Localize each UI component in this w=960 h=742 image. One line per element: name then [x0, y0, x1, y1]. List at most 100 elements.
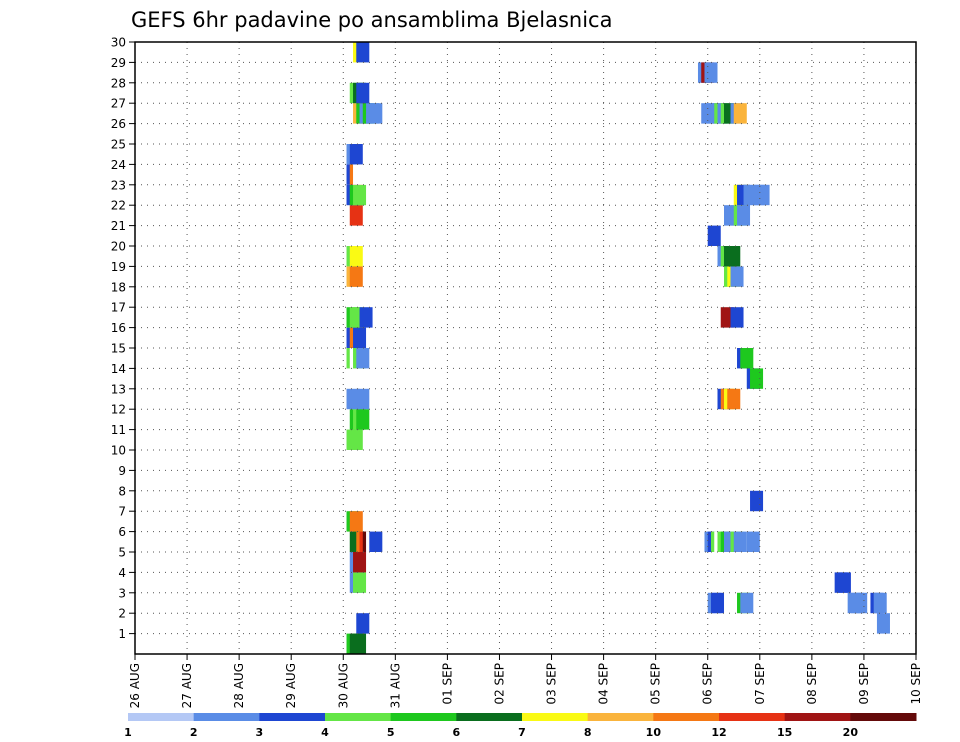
precip-cell: [733, 531, 747, 552]
precip-cell: [730, 307, 744, 328]
colorbar-label: 20: [843, 726, 859, 739]
y-tick-label: 8: [118, 484, 126, 498]
precip-cell: [750, 368, 764, 389]
y-tick-label: 21: [111, 219, 126, 233]
precip-cell: [353, 164, 367, 185]
y-tick-label: 28: [111, 76, 126, 90]
precip-cell: [733, 103, 747, 124]
grid-lines: [135, 42, 916, 654]
precip-cell: [356, 388, 370, 410]
colorbar-label: 15: [777, 726, 792, 739]
precip-cell: [746, 531, 760, 552]
precip-cell: [750, 490, 764, 512]
chart-title: GEFS 6hr padavine po ansamblima Bjelasni…: [131, 8, 612, 32]
x-axis: 26 AUG 27 AUG 28 AUG 29 AUG 30 AUG 31 AUG 01 S…: [128, 654, 923, 708]
y-tick-label: 11: [111, 423, 126, 437]
precip-cell: [756, 184, 770, 206]
y-tick-label: 4: [118, 566, 126, 580]
colorbar-label: 12: [711, 726, 726, 739]
y-tick-label: 20: [111, 240, 126, 254]
colorbar-label: 6: [453, 726, 461, 739]
precip-cell: [353, 572, 367, 593]
colorbar-label: 8: [584, 726, 592, 739]
colorbar-label: 3: [256, 726, 264, 739]
colorbar-swatch: [456, 713, 523, 721]
precip-cell: [727, 388, 741, 410]
y-tick-label: 17: [111, 301, 126, 315]
precip-cell: [356, 42, 370, 63]
precip-cell: [356, 82, 370, 104]
precip-cell: [369, 531, 383, 552]
precip-cell: [349, 246, 363, 267]
precip-cell: [704, 62, 718, 83]
y-tick-label: 2: [118, 607, 126, 621]
colorbar-label: 7: [518, 726, 526, 739]
y-tick-label: 30: [111, 36, 126, 50]
precip-cell: [837, 572, 851, 593]
x-tick-label: 26 AUG: [128, 663, 142, 708]
precip-cell: [876, 613, 890, 634]
x-tick-label: 04 SEP: [597, 663, 611, 705]
x-tick-label: 03 SEP: [545, 663, 559, 705]
y-tick-label: 10: [111, 444, 126, 458]
colorbar-label: 10: [646, 726, 662, 739]
y-tick-label: 14: [111, 362, 126, 376]
precip-cell: [710, 592, 725, 614]
precip-cell: [349, 429, 363, 450]
precip-cell: [740, 348, 754, 369]
colorbar-label: 4: [321, 726, 329, 739]
y-tick-label: 15: [111, 342, 126, 356]
colorbar-swatch: [522, 713, 589, 721]
precip-cell: [349, 511, 363, 532]
y-tick-label: 27: [111, 97, 126, 111]
y-tick-label: 25: [111, 138, 126, 152]
x-tick-label: 29 AUG: [284, 663, 298, 708]
y-tick-label: 3: [118, 586, 126, 600]
precip-cell: [349, 205, 363, 226]
colorbar-label: 2: [190, 726, 198, 739]
x-tick-label: 08 SEP: [805, 663, 819, 705]
x-tick-label: 07 SEP: [753, 663, 767, 705]
precip-cell: [359, 307, 373, 328]
precip-cell: [737, 205, 751, 226]
precip-cell: [873, 592, 887, 614]
y-tick-label: 7: [118, 505, 126, 519]
x-tick-label: 27 AUG: [180, 663, 194, 708]
y-tick-label: 1: [118, 627, 126, 641]
precip-cell: [727, 246, 741, 267]
precip-cell: [707, 225, 721, 246]
colorbar-label: 5: [387, 726, 395, 739]
precip-cell: [369, 103, 383, 124]
x-tick-label: 10 SEP: [909, 663, 923, 705]
y-tick-label: 29: [111, 56, 126, 70]
precip-cell: [349, 266, 363, 287]
colorbar-swatch: [325, 713, 392, 721]
x-tick-label: 28 AUG: [232, 663, 246, 708]
y-tick-label: 24: [111, 158, 126, 172]
precip-cell: [353, 327, 367, 348]
ensemble-cells: [346, 42, 890, 654]
colorbar-label: 1: [124, 726, 132, 739]
precip-cell: [349, 144, 363, 165]
y-tick-label: 23: [111, 178, 126, 192]
x-tick-label: 09 SEP: [857, 663, 871, 705]
precip-cell: [740, 592, 754, 614]
x-tick-label: 02 SEP: [492, 663, 506, 705]
precip-cell: [356, 348, 370, 369]
y-tick-label: 13: [111, 382, 126, 396]
colorbar: 1 2 3 4 5 6 7 8 10 12 15 20: [124, 713, 917, 739]
precip-cell: [353, 552, 367, 573]
y-tick-label: 9: [118, 464, 126, 478]
x-tick-label: 31 AUG: [388, 663, 402, 708]
y-tick-label: 26: [111, 117, 126, 131]
colorbar-swatch: [850, 713, 917, 721]
x-tick-label: 30 AUG: [336, 663, 350, 708]
y-tick-label: 19: [111, 260, 126, 274]
colorbar-swatch: [128, 713, 195, 721]
y-tick-label: 16: [111, 321, 126, 335]
colorbar-swatch: [587, 713, 654, 721]
colorbar-swatch: [719, 713, 786, 721]
precip-cell: [854, 592, 868, 614]
precip-cell: [353, 633, 367, 654]
precip-cell: [356, 613, 370, 634]
